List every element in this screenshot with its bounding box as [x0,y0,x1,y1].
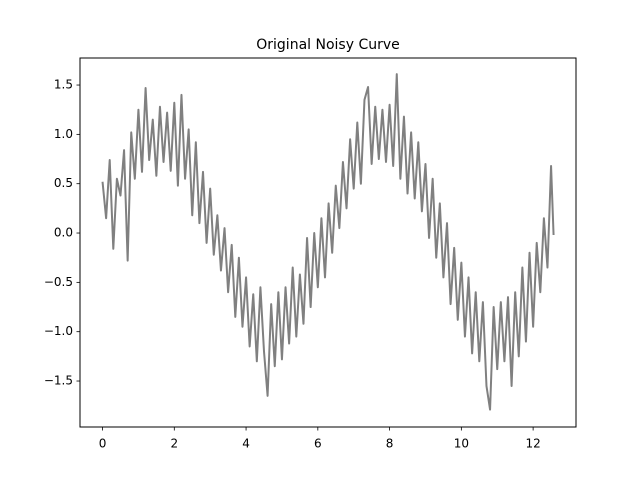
x-tick-label: 12 [525,437,540,451]
axes-frame [79,57,577,428]
x-tick-label: 4 [242,437,250,451]
x-tick-label: 10 [454,437,469,451]
chart-title: Original Noisy Curve [256,37,400,53]
x-tick-label: 8 [386,437,394,451]
y-tick-label: 1.0 [54,127,73,141]
y-tick-label: 1.5 [54,78,73,92]
x-tick-label: 6 [314,437,322,451]
y-tick-label: −1.0 [44,324,73,338]
y-tick-label: 0.5 [54,176,73,190]
data-line [101,73,555,411]
x-tick-label: 2 [170,437,178,451]
x-tick-label: 0 [99,437,107,451]
y-tick-label: −0.5 [44,275,73,289]
y-tick-label: 0.0 [54,226,73,240]
y-tick-label: −1.5 [44,374,73,388]
